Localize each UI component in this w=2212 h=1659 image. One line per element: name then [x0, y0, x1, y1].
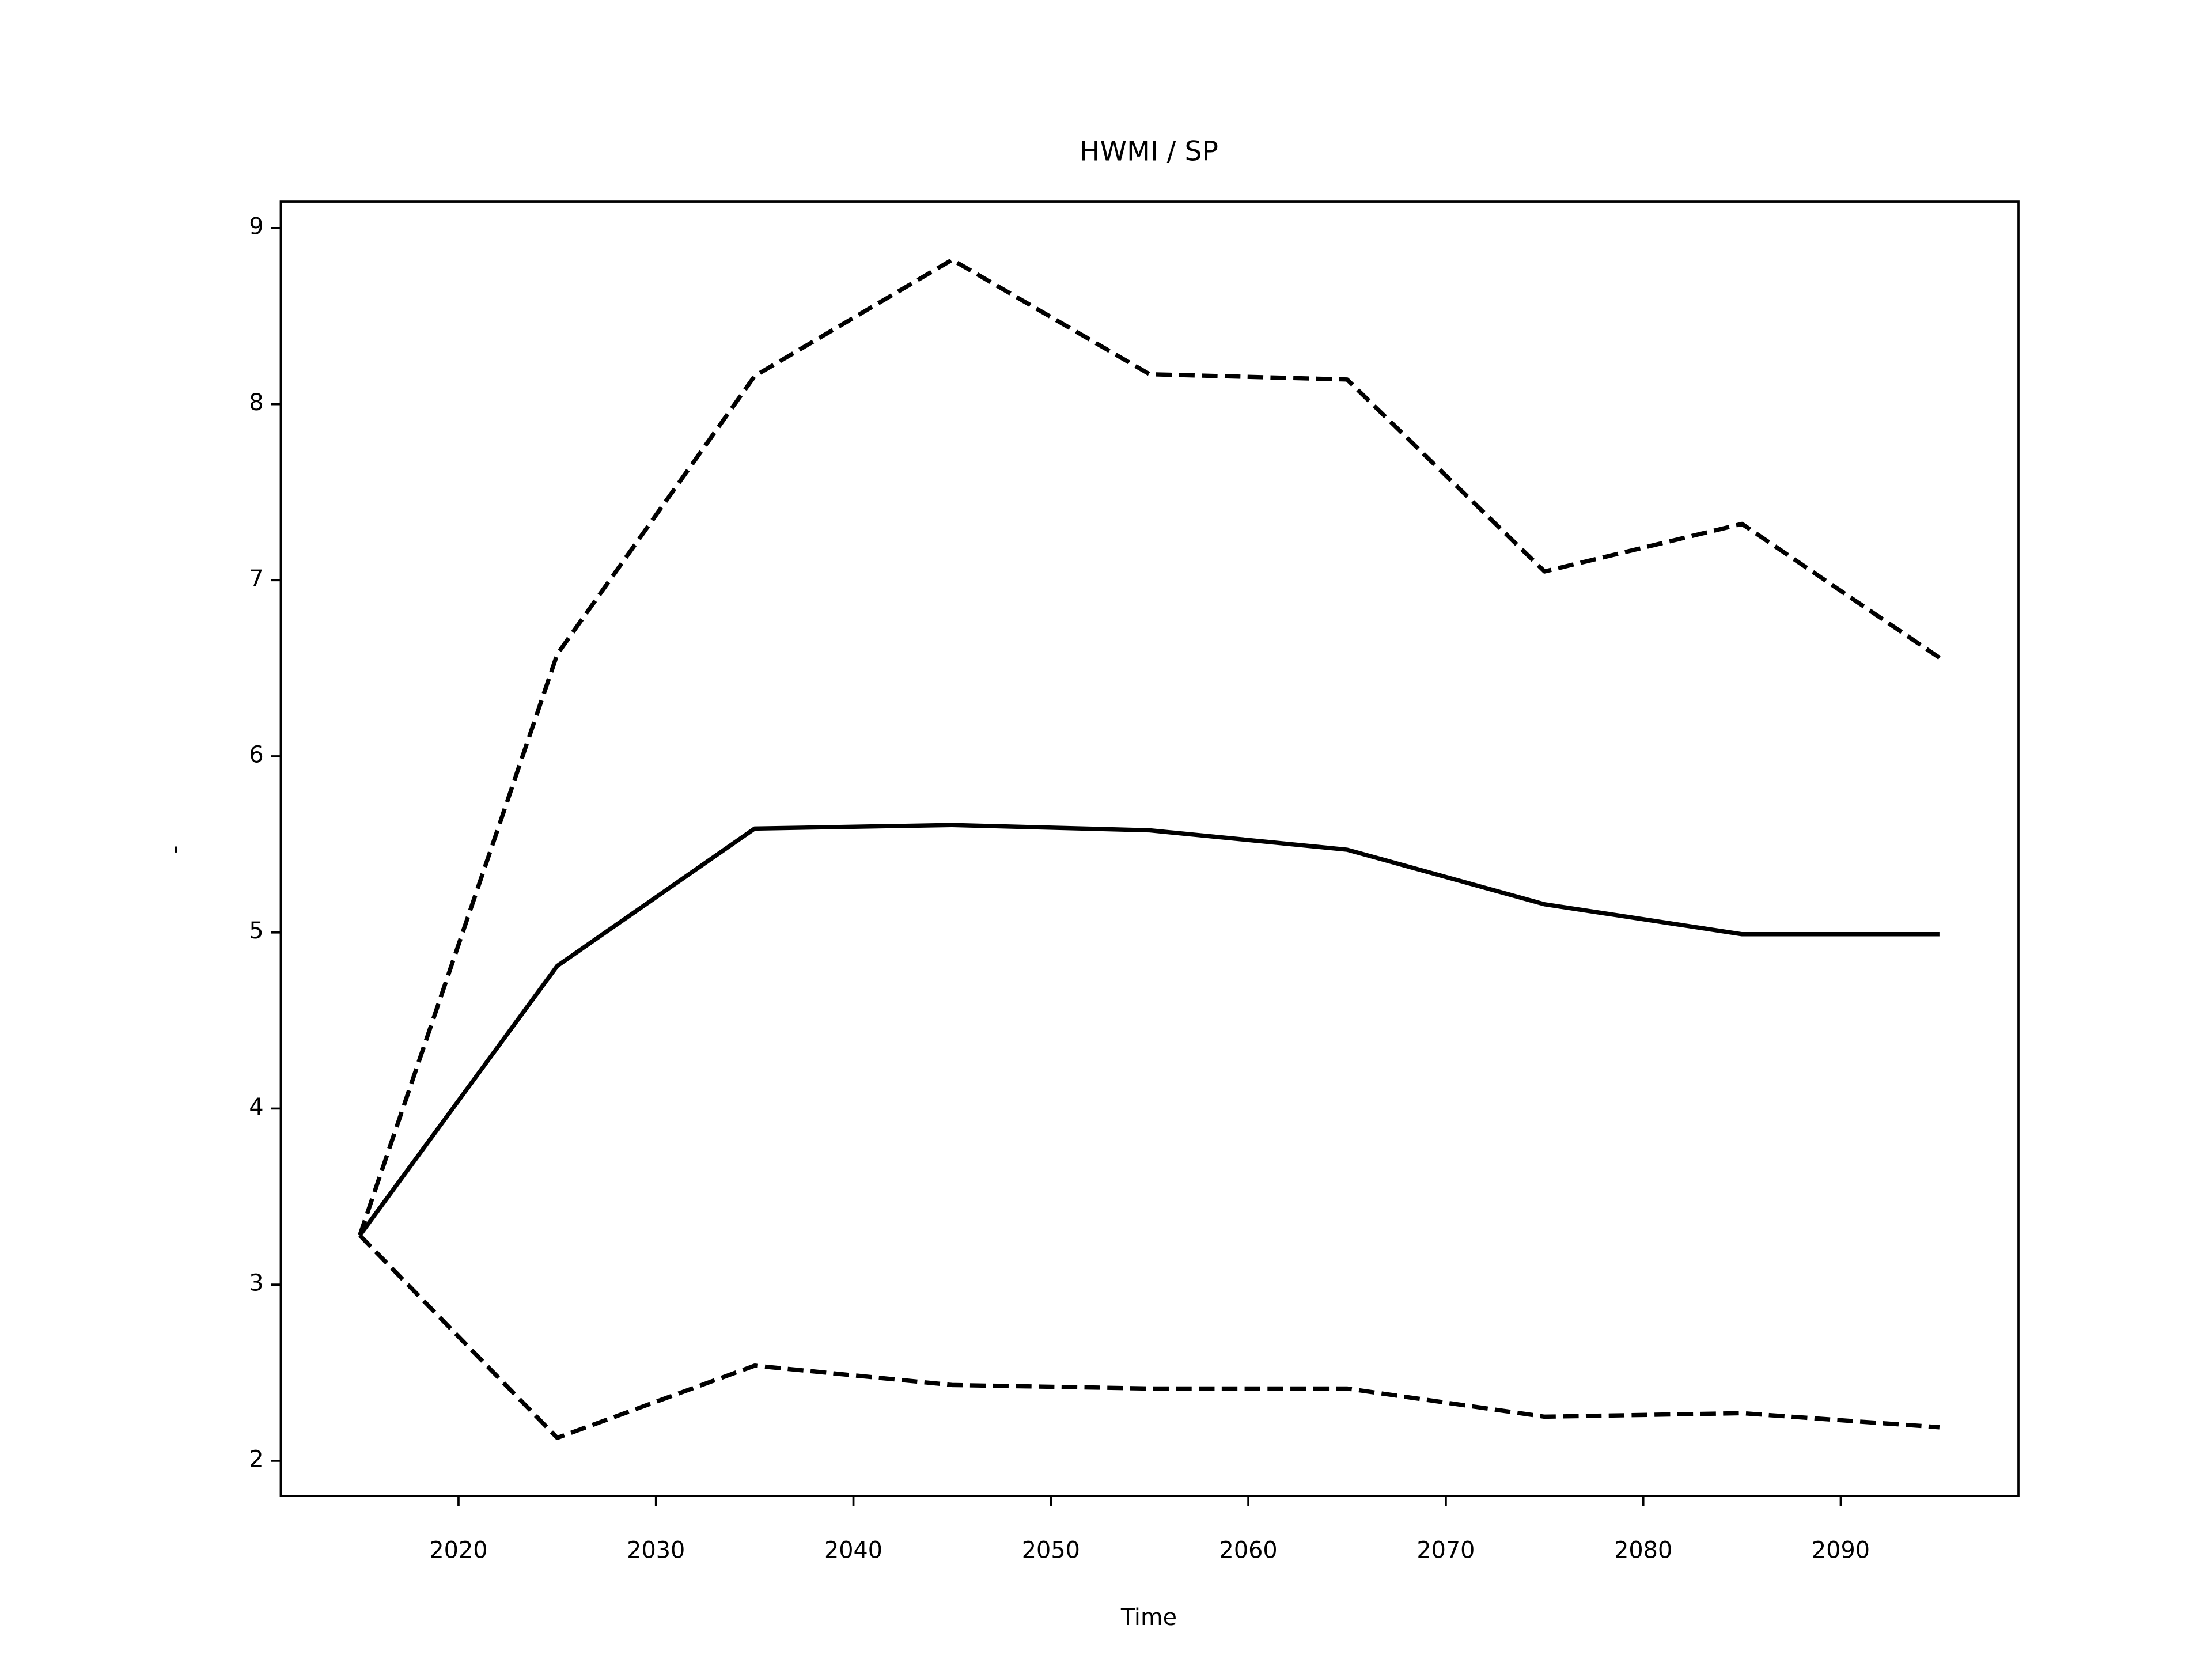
y-tick-label: 9 [249, 213, 263, 240]
y-tick-label: 6 [249, 742, 263, 768]
data-line [358, 1233, 1940, 1440]
y-tick-label: 8 [249, 389, 263, 416]
x-tick-label: 2030 [627, 1537, 685, 1563]
y-tick-label: 5 [249, 918, 263, 944]
x-tick-label: 2040 [824, 1537, 882, 1563]
x-tick-label: 2090 [1812, 1537, 1870, 1563]
plot-frame [279, 200, 2020, 1497]
x-axis-label: Time [1120, 1604, 1177, 1631]
x-tick-label: 2080 [1614, 1537, 1672, 1563]
y-tick-label: 7 [249, 566, 263, 592]
y-axis-label: - [162, 846, 188, 854]
data-line [358, 257, 1941, 1236]
data-line [358, 823, 1940, 1237]
x-tick-label: 2050 [1022, 1537, 1080, 1563]
y-tick-label: 4 [249, 1094, 263, 1120]
x-tick-label: 2070 [1416, 1537, 1475, 1563]
y-tick-label: 2 [249, 1446, 263, 1472]
y-tick-label: 3 [249, 1270, 263, 1297]
x-tick-label: 2020 [429, 1537, 487, 1563]
chart-title: HWMI / SP [1080, 136, 1218, 168]
x-tick-label: 2060 [1219, 1537, 1278, 1563]
